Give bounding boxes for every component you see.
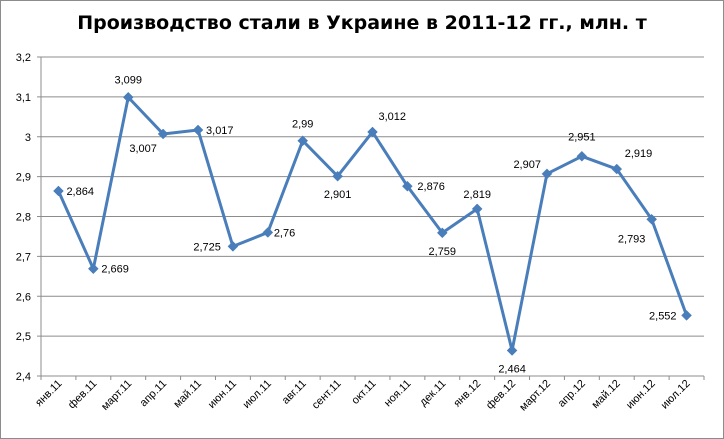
data-label: 2,725 xyxy=(193,241,221,253)
y-tick-label: 2,7 xyxy=(16,251,31,263)
data-point-marker xyxy=(332,170,343,182)
x-tick-label: июн.11 xyxy=(206,378,239,411)
y-tick-label: 2,8 xyxy=(16,212,31,224)
data-label: 2,907 xyxy=(513,159,541,171)
x-tick-label: май.11 xyxy=(171,378,204,411)
y-tick-label: 2,4 xyxy=(16,371,31,383)
x-tick-label: апр.11 xyxy=(138,378,170,410)
y-tick-label: 2,6 xyxy=(16,291,31,303)
data-point-marker xyxy=(646,213,658,225)
data-point-marker xyxy=(611,163,623,175)
data-label: 2,76 xyxy=(274,227,295,239)
data-point-marker xyxy=(122,91,134,103)
chart-title: Производство стали в Украине в 2011-12 г… xyxy=(77,12,647,34)
y-tick-label: 3 xyxy=(25,132,31,144)
x-tick-label: фев.11 xyxy=(66,378,100,412)
data-point-marker xyxy=(402,180,413,192)
data-point-marker xyxy=(367,126,378,138)
x-tick-label: июн.12 xyxy=(624,378,658,412)
data-point-marker xyxy=(53,185,64,197)
x-tick-label: март.11 xyxy=(99,378,134,413)
data-label: 2,464 xyxy=(498,363,526,375)
data-label: 3,099 xyxy=(114,74,142,86)
x-tick-label: сент.11 xyxy=(310,378,344,412)
data-point-marker xyxy=(192,124,204,136)
x-tick-label: май.12 xyxy=(590,378,623,411)
data-point-marker xyxy=(87,263,99,275)
data-label: 2,919 xyxy=(625,148,653,160)
data-label: 2,669 xyxy=(101,264,129,276)
data-label: 2,876 xyxy=(417,181,445,193)
x-tick-label: янв.11 xyxy=(33,378,64,409)
x-tick-label: ноя.11 xyxy=(382,378,414,410)
data-label: 2,864 xyxy=(66,186,94,198)
x-tick-label: фев.12 xyxy=(484,378,518,412)
data-label: 2,552 xyxy=(649,310,677,322)
data-point-marker xyxy=(681,310,692,321)
data-label: 2,819 xyxy=(463,189,491,201)
x-tick-label: март.12 xyxy=(517,378,553,414)
data-label: 3,007 xyxy=(129,143,157,155)
x-tick-label: июл.11 xyxy=(241,378,274,411)
data-label: 2,99 xyxy=(292,119,313,131)
data-point-marker xyxy=(576,150,588,162)
x-tick-label: апр.12 xyxy=(556,378,588,410)
data-label: 3,012 xyxy=(379,111,407,123)
data-point-marker xyxy=(471,203,483,215)
y-tick-label: 2,5 xyxy=(16,331,31,343)
data-point-marker xyxy=(541,168,553,180)
data-point-marker xyxy=(436,227,448,239)
data-label: 2,951 xyxy=(568,131,596,143)
x-tick-label: июл.12 xyxy=(659,378,693,412)
data-label: 2,759 xyxy=(429,246,457,258)
data-point-marker xyxy=(262,227,274,238)
y-tick-label: 3,1 xyxy=(16,92,31,104)
x-tick-label: дек.11 xyxy=(417,378,448,409)
x-tick-label: янв.12 xyxy=(451,378,483,410)
data-point-marker xyxy=(227,241,239,252)
data-point-marker xyxy=(297,135,309,147)
data-label: 2,793 xyxy=(618,233,646,245)
y-tick-label: 3,2 xyxy=(16,52,31,64)
data-point-marker xyxy=(506,345,518,356)
x-tick-label: окт.11 xyxy=(349,378,378,407)
y-tick-label: 2,9 xyxy=(16,172,31,184)
data-label: 3,017 xyxy=(206,125,234,137)
x-tick-label: авг.11 xyxy=(280,378,309,407)
data-label: 2,901 xyxy=(324,189,352,201)
data-point-marker xyxy=(157,128,169,140)
